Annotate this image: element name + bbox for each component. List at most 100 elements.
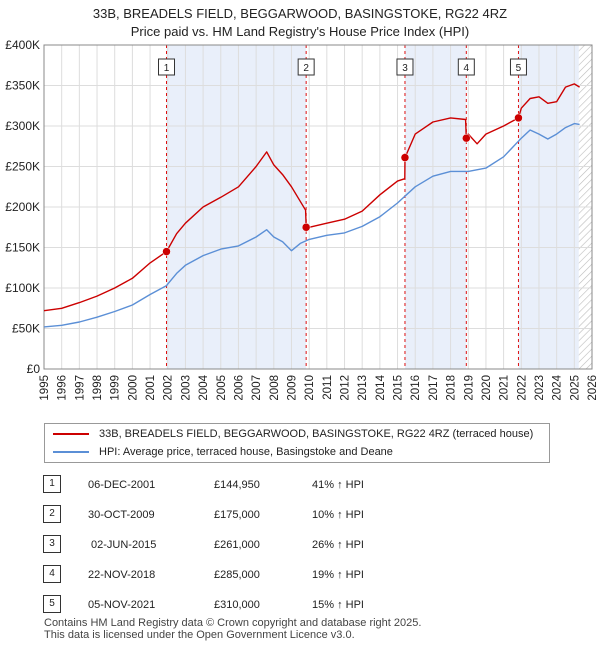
legend-label-hpi: HPI: Average price, terraced house, Basi…	[99, 446, 393, 458]
hpi-line	[43, 122, 580, 328]
transaction-number-badge: 1	[43, 475, 61, 493]
x-tick-label: 2003	[180, 375, 192, 401]
x-tick-label: 2014	[375, 374, 387, 400]
x-tick-label: 2004	[198, 374, 210, 400]
x-tick-label: 2019	[463, 375, 475, 401]
x-tick-label: 2022	[516, 375, 528, 401]
x-tick-label: 1996	[57, 375, 69, 401]
sale-label-box: 3	[396, 58, 414, 76]
x-tick-label: 2000	[127, 375, 139, 401]
transaction-price: £261,000	[214, 539, 260, 551]
y-tick-label: £50K	[12, 322, 40, 336]
sale-label-frame	[396, 58, 414, 76]
x-tick-label: 2017	[428, 375, 440, 401]
sale-label-box: 2	[297, 58, 315, 76]
x-tick-label: 2007	[251, 375, 263, 401]
footer-licence: This data is licensed under the Open Gov…	[44, 629, 355, 641]
transaction-date: 05-NOV-2021	[88, 599, 156, 611]
attribution-footer: Contains HM Land Registry data © Crown c…	[44, 617, 421, 641]
sale-label-frame	[297, 58, 315, 76]
sale-label-number: 4	[464, 63, 470, 74]
x-tick-label: 2002	[163, 375, 175, 401]
transaction-hpi-diff: 15% ↑ HPI	[312, 599, 364, 611]
transaction-price: £175,000	[214, 509, 260, 521]
y-tick-label: £100K	[5, 281, 40, 295]
sale-label-number: 3	[402, 63, 408, 74]
x-tick-label: 2012	[340, 375, 352, 401]
x-tick-label: 2001	[145, 375, 157, 401]
y-tick-label: £300K	[5, 119, 40, 133]
y-tick-label: £350K	[5, 79, 40, 93]
table-row: 2 30-OCT-2009 £175,000 10% ↑ HPI	[0, 505, 600, 525]
transaction-date: 22-NOV-2018	[88, 569, 156, 581]
hpi-line-swatch	[53, 451, 89, 453]
legend-label-property: 33B, BREADELS FIELD, BEGGARWOOD, BASINGS…	[99, 428, 534, 440]
legend-item-property: 33B, BREADELS FIELD, BEGGARWOOD, BASINGS…	[53, 426, 533, 442]
y-tick-label: £400K	[5, 38, 40, 52]
transaction-number-badge: 3	[43, 535, 61, 553]
x-tick-label: 2011	[322, 375, 334, 400]
y-tick-label: £150K	[5, 241, 40, 255]
price-chart: £0 £50K £100K £150K £200K £250K £300K £350K £400…	[5, 38, 599, 401]
footer-copyright: Contains HM Land Registry data © Crown c…	[44, 617, 422, 629]
table-row: 3 02-JUN-2015 £261,000 26% ↑ HPI	[0, 535, 600, 555]
sale-label-box: 5	[509, 58, 527, 76]
legend-item-hpi: HPI: Average price, terraced house, Basi…	[53, 444, 393, 460]
x-tick-label: 2021	[499, 375, 511, 401]
transaction-hpi-diff: 41% ↑ HPI	[312, 479, 364, 491]
plot-frame	[43, 44, 593, 370]
x-tick-label: 2023	[534, 375, 546, 401]
property-price-line	[43, 83, 580, 312]
transaction-price: £144,950	[214, 479, 260, 491]
y-tick-label: £200K	[5, 200, 40, 214]
transaction-number-badge: 4	[43, 565, 61, 583]
x-tick-label: 1997	[74, 375, 86, 401]
x-tick-label: 1995	[39, 375, 51, 401]
transaction-hpi-diff: 10% ↑ HPI	[312, 509, 364, 521]
chart-title-line1: 33B, BREADELS FIELD, BEGGARWOOD, BASINGS…	[92, 6, 508, 21]
x-tick-label: 2026	[587, 375, 599, 401]
x-tick-label: 2005	[216, 375, 228, 401]
sale-point	[514, 113, 523, 123]
sale-label-number: 1	[164, 63, 170, 74]
table-row: 4 22-NOV-2018 £285,000 19% ↑ HPI	[0, 565, 600, 585]
x-tick-label: 2010	[304, 375, 316, 401]
sale-point	[162, 247, 171, 256]
property-line-swatch	[53, 433, 89, 435]
transaction-number-badge: 5	[43, 595, 61, 613]
y-tick-label: £0	[27, 362, 41, 376]
x-tick-label: 1998	[92, 375, 104, 401]
x-tick-label: 2006	[233, 375, 245, 401]
x-tick-label: 1999	[110, 375, 122, 401]
x-tick-label: 2024	[552, 374, 564, 400]
x-tick-label: 2009	[286, 375, 298, 401]
transaction-hpi-diff: 19% ↑ HPI	[312, 569, 364, 581]
table-row: 1 06-DEC-2001 £144,950 41% ↑ HPI	[0, 475, 600, 495]
x-tick-label: 2025	[569, 375, 581, 401]
transaction-price: £310,000	[214, 599, 260, 611]
table-row: 5 05-NOV-2021 £310,000 15% ↑ HPI	[0, 595, 600, 615]
transaction-price: £285,000	[214, 569, 260, 581]
transaction-date: 02-JUN-2015	[91, 539, 157, 551]
sale-label-number: 5	[516, 63, 522, 74]
sale-label-frame	[457, 58, 475, 76]
sale-label-frame	[158, 58, 176, 76]
chart-title-line2: Price paid vs. HM Land Registry's House …	[130, 24, 470, 39]
x-tick-label: 2016	[410, 375, 422, 401]
x-tick-label: 2013	[357, 375, 369, 401]
x-tick-label: 2020	[481, 375, 493, 401]
transaction-number-badge: 2	[43, 505, 61, 523]
sale-point	[301, 223, 311, 232]
transaction-date: 30-OCT-2009	[88, 509, 155, 521]
x-tick-label: 2008	[269, 375, 281, 401]
transaction-date: 06-DEC-2001	[88, 479, 156, 491]
sale-label-box: 4	[457, 58, 475, 76]
sale-point	[462, 133, 471, 143]
chart-legend: 33B, BREADELS FIELD, BEGGARWOOD, BASINGS…	[44, 423, 550, 463]
sale-label-number: 2	[303, 63, 309, 74]
y-tick-label: £250K	[5, 160, 40, 174]
sale-point	[400, 153, 410, 162]
sale-label-box: 1	[158, 58, 176, 76]
transaction-hpi-diff: 26% ↑ HPI	[312, 539, 364, 551]
x-tick-label: 2015	[393, 375, 405, 401]
